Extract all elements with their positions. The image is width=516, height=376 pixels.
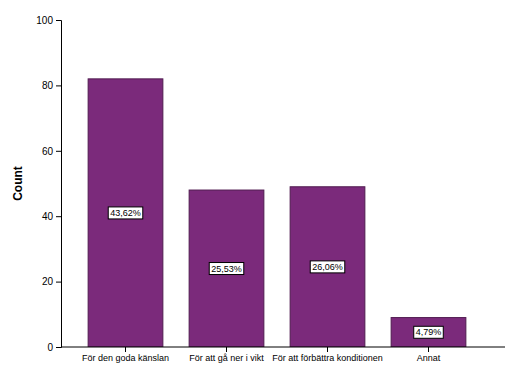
y-tick: 40 — [42, 211, 61, 222]
x-tick-label: För att förbättra konditionen — [272, 353, 383, 363]
x-tick-label: För den goda känslan — [82, 353, 169, 363]
data-label-text: 43,62% — [110, 208, 141, 218]
data-label-box — [209, 263, 244, 275]
x-tick: För att förbättra konditionen — [272, 347, 383, 363]
data-label-box — [108, 207, 143, 219]
chart: 0 20 40 60 80 100 För den goda känslan För att … — [0, 0, 516, 376]
y-tick-label: 20 — [42, 276, 54, 287]
x-tick: För den goda känslan — [82, 347, 169, 363]
y-axis-title: Count — [11, 166, 25, 201]
y-tick-label: 0 — [47, 342, 53, 353]
y-tick-mark — [56, 151, 61, 152]
x-tick: För att gå ner i vikt — [189, 347, 264, 363]
data-label-text: 26,06% — [312, 262, 343, 272]
bar — [88, 79, 163, 347]
x-tick-label: För att gå ner i vikt — [189, 353, 264, 363]
y-tick-mark — [56, 216, 61, 217]
y-tick: 80 — [42, 80, 61, 91]
bar — [290, 187, 365, 347]
y-tick-mark — [56, 20, 61, 21]
y-tick-label: 40 — [42, 211, 54, 222]
y-tick: 100 — [36, 15, 61, 26]
y-tick: 60 — [42, 146, 61, 157]
data-label: 26,06% — [310, 261, 345, 273]
y-tick-mark — [56, 85, 61, 86]
x-tick-label: Annat — [417, 353, 441, 363]
x-tick-mark — [226, 347, 227, 352]
x-tick-mark — [125, 347, 126, 352]
y-tick-label: 60 — [42, 146, 54, 157]
bar — [391, 318, 466, 347]
bar — [189, 190, 264, 347]
y-tick: 20 — [42, 276, 61, 287]
x-tick-mark — [327, 347, 328, 352]
x-tick-mark — [428, 347, 429, 352]
data-label: 25,53% — [209, 263, 244, 275]
y-tick: 0 — [47, 342, 61, 353]
x-axis-line — [61, 347, 505, 348]
data-label-box — [310, 261, 345, 273]
y-axis-line — [56, 21, 62, 348]
data-label-text: 4,79% — [416, 327, 442, 337]
y-axis: 0 20 40 60 80 100 — [36, 15, 61, 353]
data-label-text: 25,53% — [211, 264, 242, 274]
y-tick-mark — [56, 347, 61, 348]
y-tick-label: 100 — [36, 15, 53, 26]
y-tick-label: 80 — [42, 80, 54, 91]
bars — [88, 79, 466, 347]
data-labels: 43,62% 25,53% 26,06% 4,79% — [108, 207, 443, 338]
x-tick: Annat — [417, 347, 441, 363]
data-label-box — [414, 326, 444, 338]
x-axis: För den goda känslan För att gå ner i vik… — [82, 347, 441, 363]
data-label: 43,62% — [108, 207, 143, 219]
y-tick-mark — [56, 282, 61, 283]
data-label: 4,79% — [414, 326, 444, 338]
